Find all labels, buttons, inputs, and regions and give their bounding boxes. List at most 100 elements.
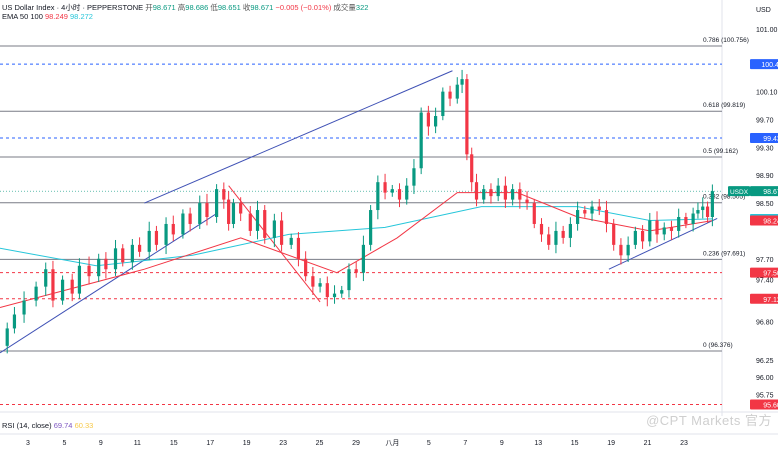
time-axis[interactable]: 3 5 9 11 15 17 19 23 25 29 八月 5 7 9 13 15 19 21 23 bbox=[26, 439, 688, 447]
y-tick-label: 98.50 bbox=[756, 201, 774, 208]
candle-body bbox=[104, 258, 108, 270]
candle-body bbox=[361, 244, 366, 273]
candle-body bbox=[648, 220, 652, 242]
trendlines[interactable] bbox=[0, 70, 718, 354]
candle-body bbox=[279, 220, 284, 245]
change-value: −0.005 (−0.01%) bbox=[275, 3, 332, 12]
level-tag-text: 97.126 bbox=[763, 297, 778, 304]
x-tick-label: 9 bbox=[99, 440, 103, 447]
candle-body bbox=[684, 217, 688, 224]
candle-body bbox=[34, 286, 38, 301]
candle-body bbox=[296, 237, 301, 259]
candle-body bbox=[248, 213, 252, 231]
candle-body bbox=[325, 283, 329, 298]
candle-body bbox=[289, 237, 293, 245]
candle-body bbox=[231, 203, 236, 224]
candle-body bbox=[198, 203, 202, 224]
candle-body bbox=[188, 213, 192, 224]
x-tick-label: 13 bbox=[534, 440, 542, 447]
candle-body bbox=[70, 279, 74, 294]
candle-body bbox=[583, 210, 587, 214]
y-tick-label: 95.75 bbox=[756, 393, 774, 400]
candle-body bbox=[272, 220, 276, 238]
y-tick-label: 99.70 bbox=[756, 118, 774, 125]
x-tick-label: 7 bbox=[463, 440, 467, 447]
x-tick-label: 5 bbox=[427, 440, 431, 447]
candle-body bbox=[696, 210, 700, 214]
candle-body bbox=[130, 244, 134, 263]
candle-body bbox=[255, 210, 260, 231]
price-tag bbox=[750, 215, 778, 226]
price-axis[interactable]: 100.495 99.435 97.502 97.126 95.608 101.00 100… bbox=[728, 7, 778, 409]
candle-body bbox=[44, 269, 48, 287]
x-tick-label: 25 bbox=[316, 440, 324, 447]
rsi-legend[interactable]: RSI (14, close) 69.74 60.33 bbox=[2, 421, 93, 430]
candle-body bbox=[619, 244, 623, 256]
candle-body bbox=[655, 220, 659, 235]
low-value: 98.651 bbox=[217, 3, 241, 12]
price-tag bbox=[750, 186, 778, 197]
candle-body bbox=[448, 91, 452, 99]
watermark: @CPT Markets 官方 bbox=[646, 413, 772, 428]
candle-body bbox=[554, 230, 558, 245]
x-tick-label: 15 bbox=[571, 440, 579, 447]
ema-legend[interactable]: EMA 50 100 98.249 98.272 bbox=[2, 12, 93, 21]
candle-body bbox=[626, 244, 630, 256]
x-tick-label: 23 bbox=[279, 440, 287, 447]
price-tag-text: 98.249 bbox=[763, 219, 778, 226]
candle-body bbox=[347, 269, 351, 291]
y-tick-label: 101.00 bbox=[756, 27, 778, 34]
candle-body bbox=[662, 227, 666, 235]
level-tag bbox=[750, 59, 778, 70]
candle-body bbox=[164, 223, 168, 245]
symbol-title: US Dollar Index · 4小时 · PEPPERSTONE bbox=[2, 3, 144, 12]
candle-body bbox=[154, 230, 159, 245]
x-tick-label: 八月 bbox=[385, 439, 399, 447]
candle-body bbox=[474, 182, 479, 200]
ema50-line bbox=[0, 192, 713, 308]
candle-body bbox=[311, 276, 315, 287]
candle-body bbox=[669, 227, 674, 231]
candle-body bbox=[705, 206, 710, 217]
candle-body bbox=[332, 293, 337, 298]
x-tick-label: 19 bbox=[607, 440, 615, 447]
candle-body bbox=[576, 210, 580, 224]
candle-body bbox=[503, 185, 507, 200]
candle-body bbox=[369, 210, 373, 245]
ema100-value: 98.272 bbox=[70, 12, 93, 21]
open-value: 98.671 bbox=[152, 3, 176, 12]
candle-body bbox=[470, 154, 474, 183]
candle-body bbox=[597, 206, 601, 211]
candle-body bbox=[496, 185, 500, 197]
candle-body bbox=[434, 116, 438, 127]
price-tag-text: 98.671 bbox=[763, 189, 778, 196]
level-tag bbox=[750, 293, 778, 304]
candle-body bbox=[568, 223, 572, 238]
candle-body bbox=[304, 258, 308, 277]
level-lines: 0.786 (100.756) 0.618 (99.819) 0.5 (99.162… bbox=[0, 37, 749, 405]
x-tick-label: 15 bbox=[170, 440, 178, 447]
level-tag bbox=[750, 399, 778, 410]
ema50-value: 98.249 bbox=[44, 12, 68, 21]
level-tag-text: 99.435 bbox=[763, 136, 778, 143]
candle-body bbox=[482, 189, 486, 200]
currency-label: USD bbox=[756, 7, 771, 14]
candle-body bbox=[441, 91, 445, 117]
candle-body bbox=[137, 244, 142, 252]
candle-body bbox=[426, 112, 430, 127]
candle-body bbox=[77, 265, 82, 294]
candle-body bbox=[147, 230, 151, 252]
candle-body bbox=[87, 265, 91, 277]
candle-body bbox=[263, 210, 267, 238]
candle-body bbox=[340, 290, 344, 294]
price-tag-symbol bbox=[728, 186, 750, 197]
candle-body bbox=[397, 189, 402, 200]
trendline bbox=[144, 70, 453, 204]
x-tick-label: 19 bbox=[243, 440, 251, 447]
ema-lines bbox=[0, 192, 713, 308]
candle-body bbox=[113, 248, 118, 270]
y-tick-label: 97.40 bbox=[756, 278, 774, 285]
volume-value: 322 bbox=[355, 3, 369, 12]
candle-body bbox=[97, 258, 101, 277]
